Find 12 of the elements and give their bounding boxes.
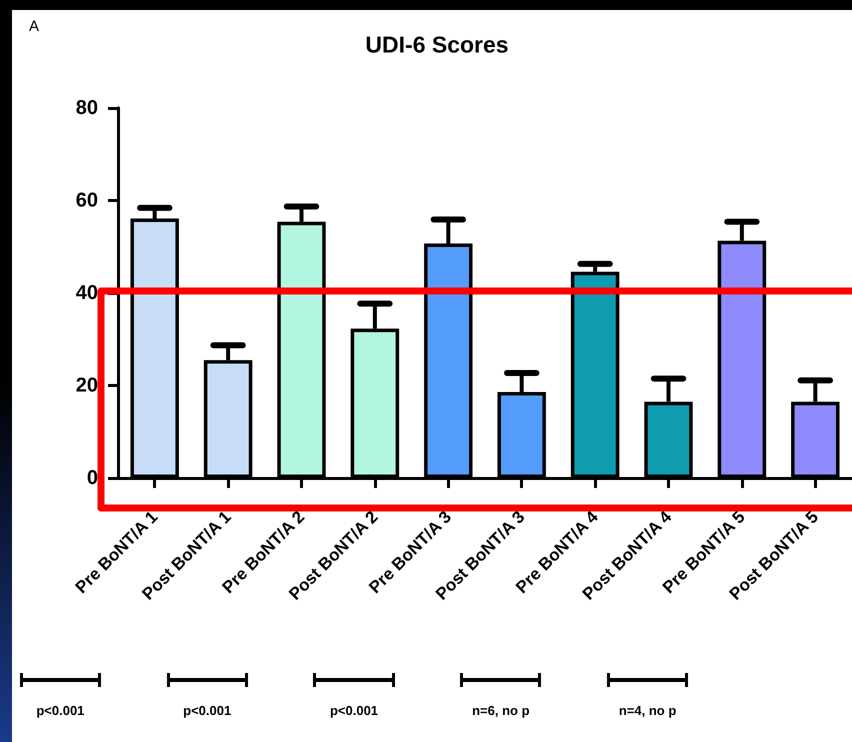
text: A [28,18,40,35]
text: p<0.001 [183,703,232,718]
chart-title: UDI-6 Scores [365,32,509,58]
y-tick-label: 20 [76,374,98,396]
text: n=6, no p [472,703,530,718]
text: n=4, no p [618,703,676,718]
text: p<0.001 [330,703,378,718]
y-tick-label: 60 [76,190,98,212]
y-tick-label: 0 [86,467,98,489]
y-tick-label: 40 [76,282,98,304]
y-tick-label: 80 [76,97,98,119]
text: p<0.001 [36,703,84,718]
